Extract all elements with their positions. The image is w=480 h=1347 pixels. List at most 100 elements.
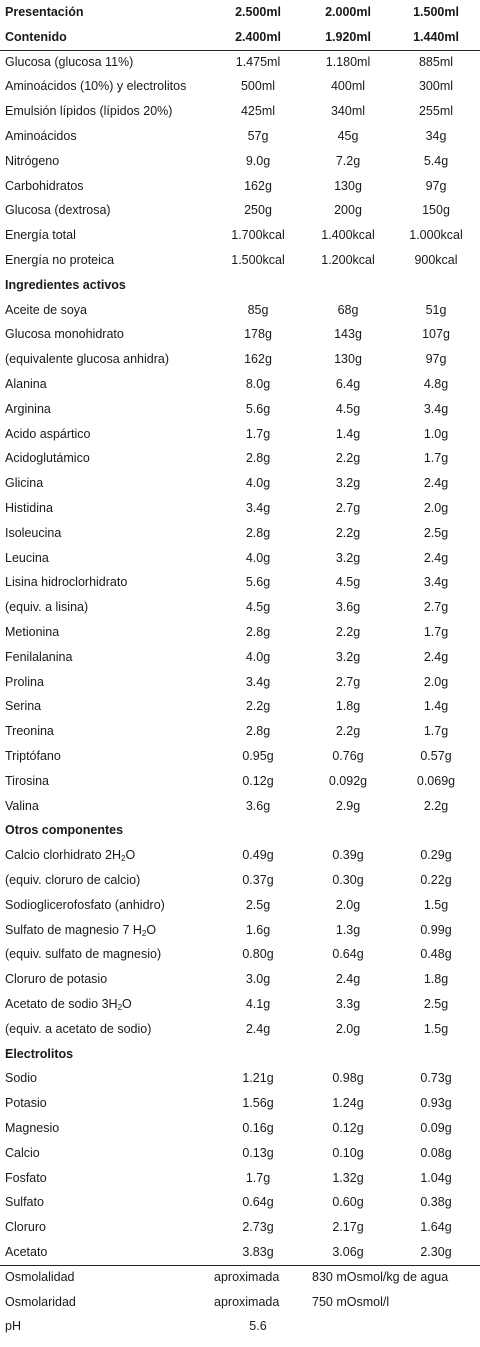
table-row-equiv-a-acetato-de-sodio: (equiv. a acetato de sodio) 2.4g 2.0g 1.5g [0, 1017, 480, 1042]
table-row-glicina: Glicina 4.0g 3.2g 2.4g [0, 471, 480, 496]
value-cell-3: 0.22g [420, 873, 452, 887]
value-cell-2: 2.0g [335, 1021, 361, 1036]
value-cell-1: 2.4g [245, 1021, 271, 1036]
table-row-emulsion-lipidos-lipidos-20: Emulsión lípidos (lípidos 20%) 425ml 340ml… [0, 99, 480, 124]
row-label: Glucosa (glucosa 11%) [5, 54, 134, 69]
value-cell-3: 0.99g [420, 922, 452, 937]
value-cell-3: 1.4g [423, 699, 449, 714]
value-cell-3: 1.7g [423, 724, 449, 739]
value-cell-3: 2.0g [423, 674, 449, 689]
value-cell-1: 0.12g [242, 773, 274, 788]
row-label: Aminoácidos (10%) y electrolitos [5, 79, 187, 94]
row-label: Cloruro de potasio [5, 972, 108, 987]
value-cell-1: 9.0g [245, 153, 271, 168]
table-row-potasio: Potasio 1.56g 1.24g 0.93g [0, 1091, 480, 1116]
table-row-acidoglutamico: Acidoglutámico 2.8g 2.2g 1.7g [0, 446, 480, 471]
value-cell-1: aproximada [214, 1294, 280, 1309]
value-cell-2: 0.10g [332, 1145, 364, 1160]
row-label: (equiv. cloruro de calcio) [5, 873, 141, 887]
value-cell-1: 0.16g [242, 1121, 274, 1135]
value-cell-1: 4.5g [245, 600, 271, 615]
value-cell-3: 5.4g [423, 153, 449, 168]
row-label: Sulfato de magnesio 7 H2O [5, 922, 157, 938]
value-cell-3: 0.08g [420, 1145, 452, 1160]
row-label: Triptófano [5, 749, 61, 763]
value-cell-1: 1.700kcal [231, 228, 285, 243]
table-row-sodio: Sodio 1.21g 0.98g 0.73g [0, 1066, 480, 1091]
table-row-carbohidratos: Carbohidratos 162g 130g 97g [0, 174, 480, 199]
table-row-valina: Valina 3.6g 2.9g 2.2g [0, 794, 480, 819]
table-row-equiv-cloruro-de-calcio: (equiv. cloruro de calcio) 0.37g 0.30g 0.22… [0, 868, 480, 893]
row-label: Sulfato [5, 1195, 44, 1210]
value-cell-2: 3.2g [335, 476, 361, 491]
value-cell-2: 0.60g [332, 1195, 364, 1210]
value-cell-3: 0.069g [416, 773, 456, 788]
row-label: Magnesio [5, 1121, 60, 1135]
row-label: Acidoglutámico [5, 451, 90, 466]
row-label: Sodioglicerofosfato (anhidro) [5, 897, 165, 912]
value-cell-2: 3.3g [335, 997, 361, 1011]
value-cell-2: 1.4g [335, 426, 361, 441]
table-row-osmolaridad: Osmolaridad aproximada 750 mOsmol/l [0, 1290, 480, 1315]
value-cell-3: 2.4g [423, 550, 449, 565]
value-cell-2: 68g [337, 302, 359, 317]
value-cell-1: 1.475ml [235, 54, 281, 69]
value-cell-2: 1.32g [332, 1170, 364, 1185]
section-heading-ingredientes-activos: Ingredientes activos [0, 273, 480, 298]
value-cell-2: 0.39g [332, 848, 364, 863]
value-cell-2: 4.5g [335, 401, 361, 416]
row-label: Glucosa (dextrosa) [5, 203, 111, 218]
value-cell-1: 2.500ml [235, 5, 281, 19]
row-label: Fenilalanina [5, 649, 73, 664]
table-row-tirosina: Tirosina 0.12g 0.092g 0.069g [0, 769, 480, 794]
row-label: Histidina [5, 501, 53, 515]
value-cell-1: 3.83g [242, 1245, 274, 1259]
value-cell-3: 1.64g [420, 1220, 452, 1235]
value-cell-1: 2.5g [245, 897, 271, 912]
row-label: Aminoácidos [5, 129, 77, 143]
value-cell-2: 3.2g [335, 649, 361, 664]
table-row-equiv-sulfato-de-magnesio: (equiv. sulfato de magnesio) 0.80g 0.64g 0.… [0, 942, 480, 967]
value-cell-3: 97g [425, 178, 447, 193]
table-row-sulfato-de-magnesio-7-h: Sulfato de magnesio 7 H2O 1.6g 1.3g 0.99g [0, 918, 480, 943]
row-label: Sodio [5, 1071, 37, 1086]
value-cell-3: 150g [422, 203, 450, 218]
value-cell-2: 400ml [330, 79, 366, 94]
table-row-magnesio: Magnesio 0.16g 0.12g 0.09g [0, 1116, 480, 1141]
row-label: (equivalente glucosa anhidra) [5, 352, 169, 367]
table-row-fenilalanina: Fenilalanina 4.0g 3.2g 2.4g [0, 645, 480, 670]
table-row-serina: Serina 2.2g 1.8g 1.4g [0, 694, 480, 719]
value-cell-1: 1.56g [242, 1096, 274, 1111]
value-cell-3: 2.4g [423, 476, 449, 491]
value-cell-1: 3.0g [245, 972, 271, 987]
table-row-isoleucina: Isoleucina 2.8g 2.2g 2.5g [0, 521, 480, 546]
value-cell-2: 45g [337, 129, 359, 143]
row-label: Energía no proteica [5, 253, 115, 267]
value-cell-1: 1.21g [242, 1071, 274, 1086]
value-cell-2: 2.9g [335, 798, 361, 813]
row-label: (equiv. a lisina) [5, 600, 89, 615]
row-label: Glucosa monohidrato [5, 327, 124, 342]
table-row-sodioglicerofosfato-anhidro: Sodioglicerofosfato (anhidro) 2.5g 2.0g 1.5… [0, 893, 480, 918]
table-row-acetato-de-sodio-3h: Acetato de sodio 3H2O 4.1g 3.3g 2.5g [0, 992, 480, 1017]
value-cell-2: 3.06g [332, 1245, 364, 1259]
row-label: Presentación [5, 5, 84, 19]
value-cell-2: 2.0g [335, 897, 361, 912]
table-row-prolina: Prolina 3.4g 2.7g 2.0g [0, 670, 480, 695]
value-cell-3: 3.4g [423, 575, 449, 590]
value-cell-3: 4.8g [423, 377, 449, 391]
table-row-alanina: Alanina 8.0g 6.4g 4.8g [0, 372, 480, 397]
table-row-calcio-clorhidrato-2h: Calcio clorhidrato 2H2O 0.49g 0.39g 0.29g [0, 843, 480, 868]
value-cell-3: 0.29g [420, 848, 452, 863]
table-row-acetato: Acetato 3.83g 3.06g 2.30g [0, 1240, 480, 1266]
value-cell-2: 2.2g [335, 625, 361, 639]
value-cell-2: 1.180ml [325, 54, 371, 69]
row-label: Leucina [5, 550, 49, 565]
row-label: Aceite de soya [5, 302, 87, 317]
value-cell-2: 0.30g [332, 873, 364, 887]
row-label: Ingredientes activos [5, 277, 126, 292]
row-label: Serina [5, 699, 42, 714]
value-cell-1: 178g [244, 327, 272, 342]
row-label: Energía total [5, 228, 76, 243]
table-row-nitrogeno: Nitrógeno 9.0g 7.2g 5.4g [0, 149, 480, 174]
